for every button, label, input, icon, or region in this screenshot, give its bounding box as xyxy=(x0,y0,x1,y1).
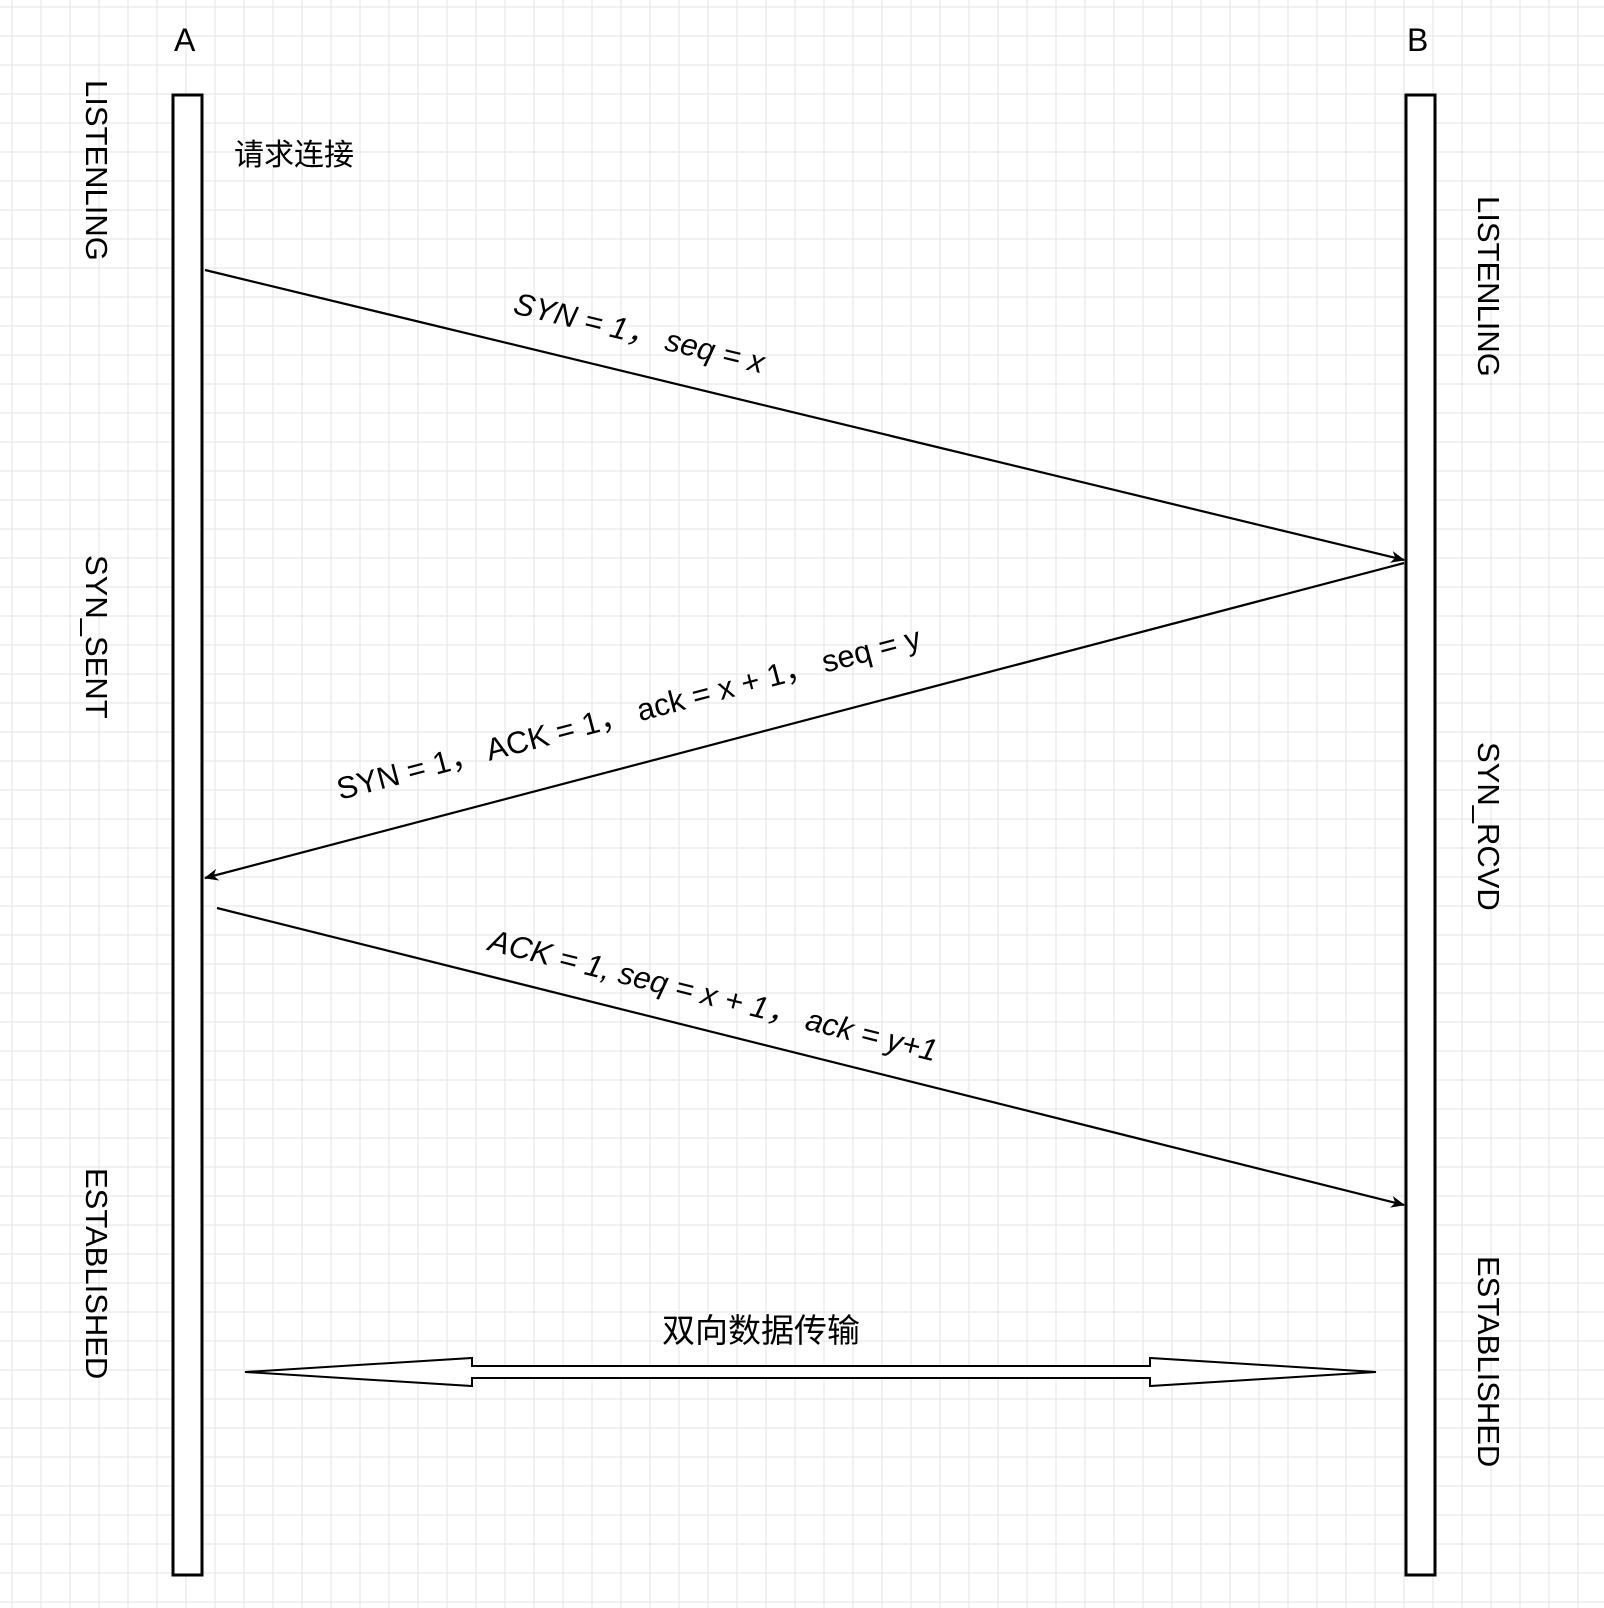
bidirectional-arrow xyxy=(244,1356,1377,1388)
lifeline-b xyxy=(1404,93,1437,1577)
message-3-label: ACK = 1, seq = x + 1， ack = y+1 xyxy=(483,922,941,1068)
state-b-syn-rcvd: SYN_RCVD xyxy=(1471,742,1506,911)
state-a-established: ESTABLISHED xyxy=(79,1168,114,1379)
message-2-label: SYN = 1， ACK = 1， ack = x + 1， seq = y xyxy=(333,620,925,807)
state-b-established: ESTABLISHED xyxy=(1471,1256,1506,1467)
lifeline-a xyxy=(171,93,204,1577)
message-1-arrow xyxy=(204,268,1405,563)
message-3-arrow xyxy=(216,906,1405,1208)
message-1-label: SYN = 1， seq = x xyxy=(510,286,769,381)
participant-a-label: A xyxy=(174,22,196,58)
bidirectional-transfer-label: 双向数据传输 xyxy=(662,1312,860,1349)
request-connection-note: 请求连接 xyxy=(234,139,354,172)
participant-b-label: B xyxy=(1407,22,1428,58)
state-a-listening: LISTENLING xyxy=(79,80,114,261)
state-a-syn-sent: SYN_SENT xyxy=(79,555,114,719)
state-b-listening: LISTENLING xyxy=(1471,196,1506,377)
message-2-arrow xyxy=(204,561,1405,881)
